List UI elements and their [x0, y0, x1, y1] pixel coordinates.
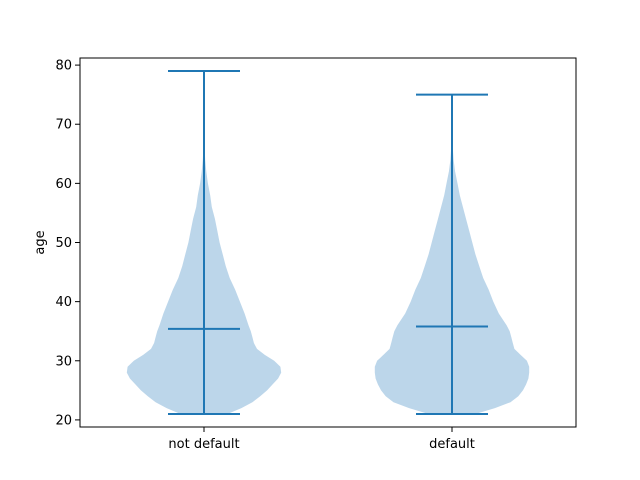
stat-lines-layer: [168, 70, 488, 415]
y-tick-label-80: 80: [55, 59, 72, 74]
y-tick-label-20: 20: [55, 413, 72, 428]
y-tick-label-70: 70: [55, 118, 72, 133]
y-tick-label-60: 60: [55, 177, 72, 192]
y-tick-label-30: 30: [55, 354, 72, 369]
y-tick-label-50: 50: [55, 236, 72, 251]
x-tick-label-default: default: [429, 437, 475, 452]
y-tick-label-40: 40: [55, 295, 72, 310]
y-axis-label: age: [33, 230, 48, 254]
x-axis-ticks: not default default: [168, 427, 475, 452]
y-axis-ticks: 20 30 40 50 60 70 80: [55, 59, 80, 428]
x-tick-label-not-default: not default: [168, 437, 239, 452]
violins-layer: [126, 71, 530, 414]
